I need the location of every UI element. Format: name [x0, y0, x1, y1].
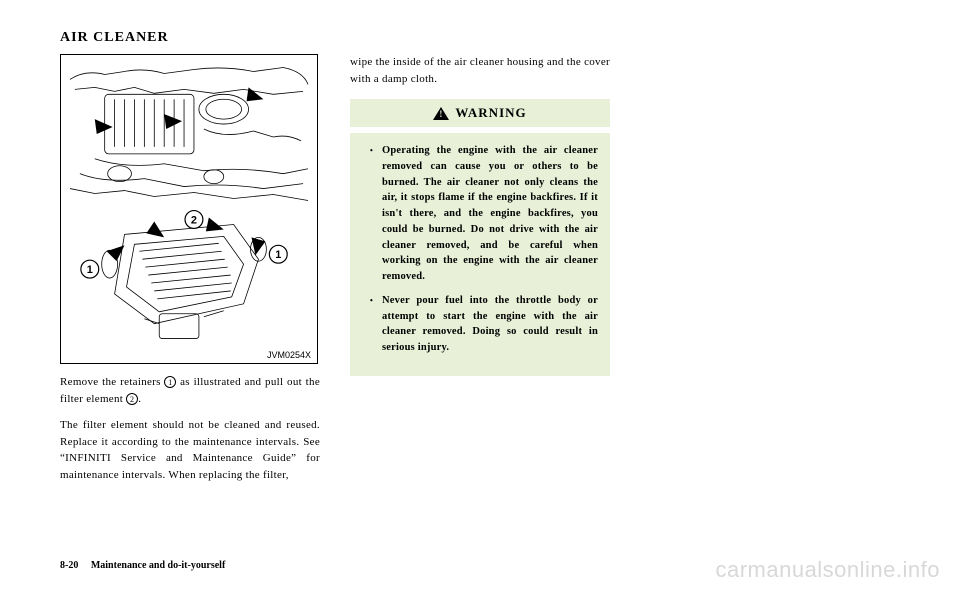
arrow-icon	[164, 114, 182, 129]
figure-code: JVM0254X	[267, 350, 311, 360]
paragraph-2: The filter element should not be cleaned…	[60, 417, 320, 483]
warning-item-1: Operating the engine with the air cleane…	[370, 143, 598, 285]
warning-body: Operating the engine with the air cleane…	[350, 133, 610, 376]
arrow-icon	[107, 245, 125, 261]
text: Remove the retainers	[60, 376, 164, 388]
air-cleaner-diagram: 1 1 2	[65, 209, 313, 359]
callout-1-right: 1	[269, 245, 287, 263]
warning-header: WARNING	[350, 99, 610, 127]
figure-frame: 1 1 2 JVM0254X	[60, 54, 318, 364]
arrow-icon	[206, 218, 224, 232]
page-title: AIR CLEANER	[60, 30, 900, 46]
svg-text:1: 1	[87, 264, 93, 276]
svg-text:2: 2	[191, 214, 197, 226]
text: .	[138, 393, 141, 405]
circled-ref-1: 1	[164, 376, 176, 388]
figure-top-panel	[65, 59, 313, 209]
content-area: 1 1 2 JVM0254X Remove the retainers 1 as…	[60, 54, 900, 483]
section-name: Maintenance and do-it-yourself	[91, 560, 225, 571]
callout-1-left: 1	[81, 260, 99, 278]
warning-label: WARNING	[455, 105, 526, 121]
circled-ref-2: 2	[126, 393, 138, 405]
arrow-icon	[146, 222, 164, 238]
figure-bottom-panel: 1 1 2	[65, 209, 313, 359]
paragraph-3: wipe the inside of the air cleaner housi…	[350, 54, 610, 87]
watermark: carmanualsonline.info	[715, 557, 940, 583]
arrow-icon	[247, 87, 264, 101]
callout-2: 2	[185, 211, 203, 229]
paragraph-1: Remove the retainers 1 as illustrated an…	[60, 374, 320, 407]
engine-top-diagram	[65, 59, 313, 209]
arrow-icon	[95, 119, 113, 134]
page-footer: 8-20 Maintenance and do-it-yourself	[60, 560, 225, 571]
warning-item-2: Never pour fuel into the throttle body o…	[370, 293, 598, 356]
right-column: wipe the inside of the air cleaner housi…	[350, 54, 610, 483]
warning-triangle-icon	[433, 107, 449, 120]
svg-text:1: 1	[275, 249, 281, 261]
page-number: 8-20	[60, 560, 78, 571]
left-column: 1 1 2 JVM0254X Remove the retainers 1 as…	[60, 54, 320, 483]
